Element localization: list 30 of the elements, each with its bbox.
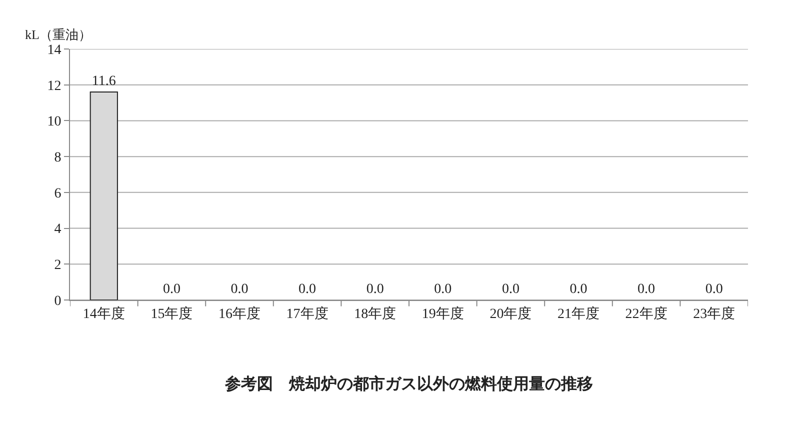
data-label: 0.0 (705, 282, 723, 297)
x-tick-label: 19年度 (422, 306, 464, 322)
data-label: 0.0 (230, 282, 248, 297)
data-label: 0.0 (162, 282, 180, 297)
data-label: 0.0 (570, 282, 588, 297)
x-tick-label: 22年度 (625, 306, 668, 322)
x-tick-label: 14年度 (82, 306, 125, 322)
data-label: 0.0 (638, 282, 656, 297)
y-tick-label: 2 (54, 258, 62, 274)
y-tick-label: 8 (54, 150, 62, 166)
y-tick-label: 0 (54, 294, 62, 309)
x-tick-label: 17年度 (286, 306, 328, 322)
x-tick-label: 21年度 (558, 306, 600, 322)
x-tick-label: 20年度 (490, 306, 532, 322)
data-label: 0.0 (298, 282, 316, 297)
data-label: 0.0 (502, 282, 520, 297)
x-tick-label: 16年度 (218, 306, 260, 322)
x-tick-label: 18年度 (354, 306, 396, 322)
y-tick-label: 10 (47, 114, 62, 130)
x-tick-label: 15年度 (150, 306, 193, 322)
y-tick-label: 14 (47, 42, 62, 58)
x-tick-label: 23年度 (693, 306, 736, 322)
y-tick-label: 12 (47, 78, 62, 94)
y-axis-title: kL（重油） (25, 27, 92, 42)
data-label: 11.6 (92, 74, 116, 90)
data-label: 0.0 (434, 282, 452, 297)
text: 参考図 焼却炉の都市ガス以外の燃料使用量の推移 (224, 374, 593, 393)
y-tick-label: 4 (54, 222, 62, 238)
y-tick-label: 6 (54, 186, 62, 202)
data-label: 0.0 (366, 282, 384, 297)
